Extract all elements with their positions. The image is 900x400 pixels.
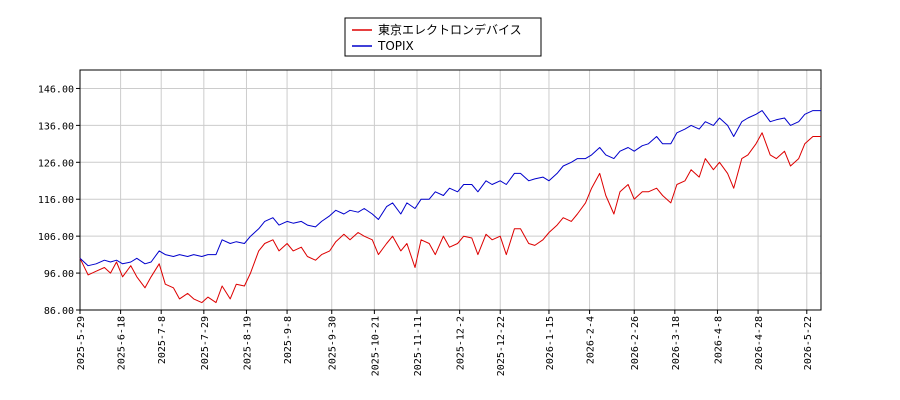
x-tick-label-10: 2025-12-22 bbox=[496, 316, 507, 376]
x-tick-label-4: 2025-8-19 bbox=[242, 316, 253, 370]
y-tick-label-2: 106.00 bbox=[38, 232, 74, 243]
x-tick-label-6: 2025-9-30 bbox=[328, 316, 339, 370]
x-tick-label-0: 2025-5-29 bbox=[76, 316, 87, 370]
y-tick-label-0: 86.00 bbox=[44, 306, 74, 317]
x-tick-label-5: 2025-9-8 bbox=[283, 316, 294, 364]
x-tick-label-2: 2025-7-8 bbox=[157, 316, 168, 364]
legend-label-0: 東京エレクトロンデバイス bbox=[378, 22, 522, 37]
legend: 東京エレクトロンデバイス TOPIX bbox=[344, 17, 542, 57]
y-tick-label-6: 146.00 bbox=[38, 84, 74, 95]
x-tick-label-3: 2025-7-29 bbox=[200, 316, 211, 370]
x-tick-label-8: 2025-11-11 bbox=[413, 316, 424, 376]
x-tick-label-9: 2025-12-2 bbox=[456, 316, 467, 370]
y-axis: 86.00 96.00 106.00 116.00 126.00 136.00 146.00 bbox=[38, 84, 80, 317]
x-tick-label-15: 2026-4-8 bbox=[713, 316, 724, 364]
x-tick-label-12: 2026-2-4 bbox=[586, 316, 597, 364]
y-tick-label-3: 116.00 bbox=[38, 195, 74, 206]
y-tick-label-1: 96.00 bbox=[44, 269, 74, 280]
grid-lines bbox=[79, 70, 821, 311]
x-tick-label-13: 2026-2-26 bbox=[630, 316, 641, 370]
series-line-1 bbox=[79, 110, 821, 267]
x-tick-label-11: 2026-1-15 bbox=[545, 316, 556, 370]
series-layer bbox=[79, 110, 821, 304]
x-tick-label-17: 2026-5-22 bbox=[803, 316, 814, 370]
plot-frame bbox=[79, 69, 822, 311]
x-tick-label-7: 2025-10-21 bbox=[370, 316, 381, 376]
x-tick-label-16: 2026-4-28 bbox=[754, 316, 765, 370]
x-tick-label-1: 2025-6-18 bbox=[117, 316, 128, 370]
series-line-0 bbox=[79, 132, 821, 304]
y-tick-label-4: 126.00 bbox=[38, 158, 74, 169]
x-axis: 2025-5-29 2025-6-18 2025-7-8 2025-7-29 2025-… bbox=[76, 310, 814, 376]
legend-label-1: TOPIX bbox=[377, 39, 414, 53]
legend-box bbox=[344, 17, 542, 57]
y-tick-label-5: 136.00 bbox=[38, 121, 74, 132]
x-tick-label-14: 2026-3-18 bbox=[671, 316, 682, 370]
